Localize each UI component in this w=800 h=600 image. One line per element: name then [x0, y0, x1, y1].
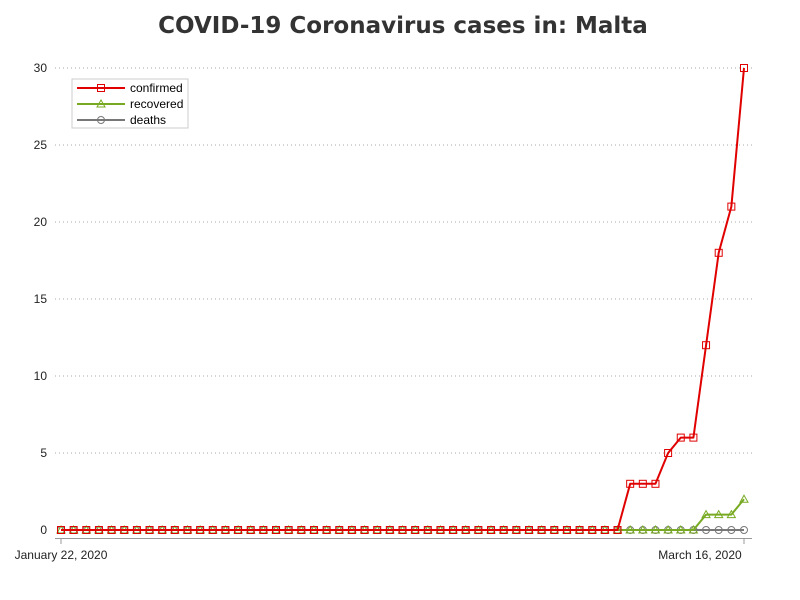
point-recovered-46: [637, 524, 648, 534]
y-tick-label-0: 0: [40, 523, 47, 537]
point-confirmed-28: [411, 526, 420, 534]
point-confirmed-17: [272, 526, 281, 534]
point-confirmed-23: [347, 526, 356, 534]
point-confirmed-49: [676, 433, 685, 442]
series-layer: [56, 64, 749, 534]
point-confirmed-16: [259, 526, 268, 534]
point-confirmed-20: [309, 526, 318, 534]
chart-title: COVID-19 Coronavirus cases in: Malta: [158, 13, 648, 39]
series-line-confirmed: [61, 67, 745, 531]
point-confirmed-27: [398, 526, 407, 534]
point-confirmed-13: [221, 526, 230, 534]
legend-label-recovered: recovered: [130, 97, 183, 111]
point-confirmed-8: [158, 526, 167, 534]
gridlines: [55, 67, 752, 454]
point-confirmed-41: [575, 526, 584, 534]
legend-label-deaths: deaths: [130, 113, 166, 127]
point-deaths-51: [702, 526, 711, 534]
point-confirmed-14: [234, 526, 243, 534]
point-deaths-54: [740, 526, 748, 534]
legend-marker-confirmed: [97, 84, 105, 92]
point-confirmed-25: [373, 526, 382, 534]
point-confirmed-36: [512, 526, 521, 534]
point-confirmed-45: [626, 479, 635, 488]
point-confirmed-22: [335, 526, 344, 534]
point-confirmed-24: [360, 526, 369, 534]
y-tick-label-5: 25: [34, 138, 48, 152]
y-tick-label-6: 30: [34, 61, 48, 75]
point-confirmed-12: [208, 526, 217, 534]
legend: confirmed recovered deaths: [71, 78, 189, 129]
x-tick-label-0: January 22, 2020: [15, 548, 108, 562]
point-confirmed-34: [487, 526, 496, 534]
y-tick-label-2: 10: [34, 369, 48, 383]
point-recovered-48: [663, 524, 673, 534]
point-confirmed-50: [689, 433, 698, 442]
point-recovered-53: [726, 509, 737, 519]
point-confirmed-35: [499, 526, 508, 534]
point-confirmed-46: [638, 479, 647, 488]
point-confirmed-29: [423, 526, 432, 534]
point-confirmed-4: [107, 526, 116, 534]
point-confirmed-48: [664, 449, 673, 457]
point-confirmed-33: [474, 526, 483, 534]
point-confirmed-11: [196, 526, 205, 534]
point-confirmed-53: [727, 202, 736, 211]
point-confirmed-6: [132, 526, 141, 534]
point-confirmed-31: [449, 526, 458, 534]
y-tick-label-4: 20: [34, 215, 48, 229]
point-recovered-49: [675, 524, 686, 534]
point-confirmed-32: [461, 526, 470, 534]
point-confirmed-38: [537, 526, 546, 534]
y-tick-label-3: 15: [34, 292, 48, 306]
point-confirmed-42: [588, 526, 597, 534]
series-confirmed: [57, 64, 748, 534]
point-confirmed-2: [82, 526, 91, 534]
y-tick-label-1: 5: [40, 446, 47, 460]
legend-label-confirmed: confirmed: [130, 81, 183, 95]
point-recovered-51: [701, 509, 711, 519]
point-confirmed-21: [322, 526, 331, 534]
point-deaths-52: [714, 526, 723, 534]
point-confirmed-30: [436, 526, 445, 534]
point-confirmed-52: [714, 248, 723, 257]
legend-marker-deaths: [97, 116, 105, 124]
point-confirmed-26: [385, 526, 394, 534]
point-confirmed-9: [170, 526, 179, 534]
point-confirmed-47: [651, 479, 660, 488]
point-confirmed-5: [120, 526, 129, 534]
point-confirmed-37: [524, 526, 533, 534]
axes: 0 5 10 15 20 25 30 January 22, 2020 March 16, 20…: [15, 61, 752, 562]
point-confirmed-19: [297, 526, 306, 534]
x-tick-label-1: March 16, 2020: [658, 548, 742, 562]
point-confirmed-10: [183, 526, 192, 534]
point-confirmed-39: [550, 526, 559, 534]
point-confirmed-7: [145, 526, 154, 534]
point-confirmed-51: [702, 341, 711, 350]
point-confirmed-54: [740, 64, 748, 72]
point-recovered-45: [625, 524, 636, 534]
point-recovered-50: [688, 524, 699, 534]
point-recovered-54: [739, 494, 749, 503]
point-confirmed-18: [284, 526, 293, 534]
point-confirmed-40: [562, 526, 571, 534]
point-confirmed-43: [600, 526, 609, 534]
point-deaths-53: [727, 526, 736, 534]
legend-marker-recovered: [96, 98, 106, 108]
point-recovered-47: [650, 524, 661, 534]
point-confirmed-15: [246, 526, 255, 534]
point-confirmed-44: [613, 526, 622, 534]
point-confirmed-1: [69, 526, 78, 534]
point-confirmed-0: [57, 526, 65, 534]
point-recovered-52: [713, 509, 724, 519]
point-confirmed-3: [94, 526, 103, 534]
